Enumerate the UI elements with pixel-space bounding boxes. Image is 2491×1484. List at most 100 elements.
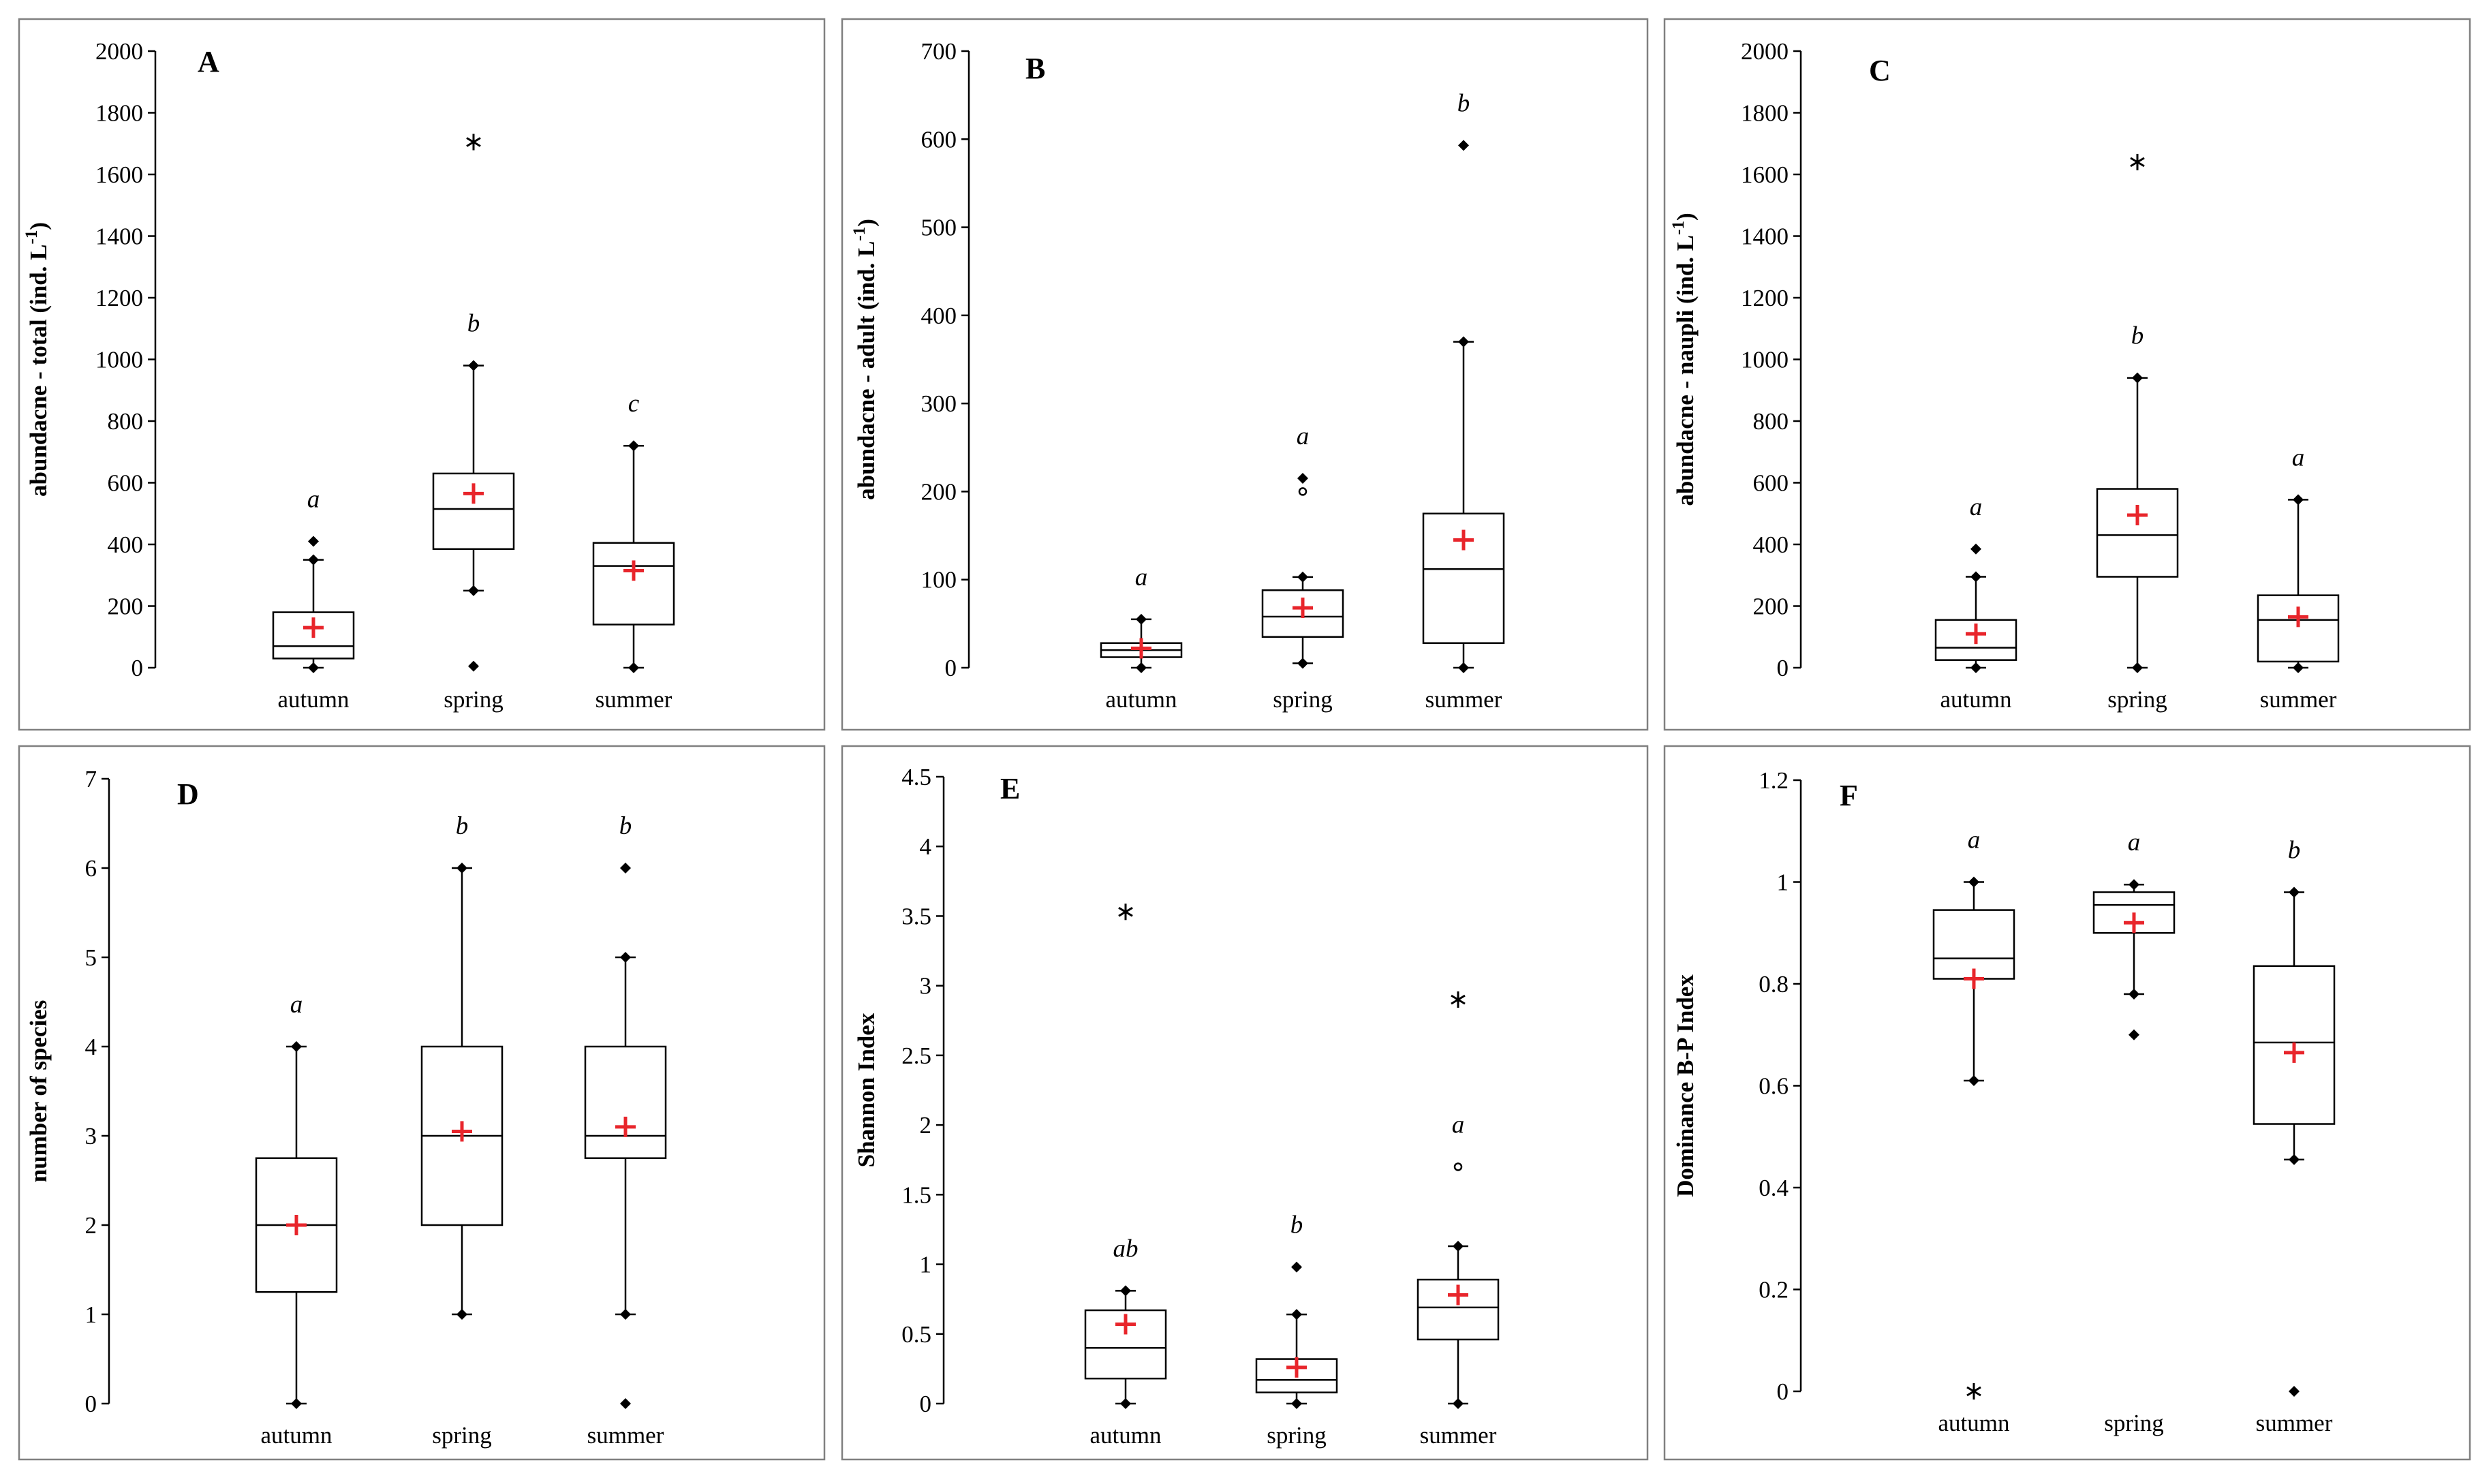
significance-letter: b <box>2131 322 2144 350</box>
outlier-dot <box>1291 1398 1302 1409</box>
panel-C: 0 200 400 600 800 1000 1200 1400 1600 1800 2000 abu… <box>1663 18 2471 731</box>
y-tick-label: 1000 <box>95 347 143 373</box>
significance-letter: ab <box>1113 1235 1139 1263</box>
outlier-dot <box>1453 1398 1464 1409</box>
outlier-dot <box>2132 372 2143 384</box>
y-tick-label: 1 <box>85 1301 97 1328</box>
x-category-label: summer <box>595 686 672 713</box>
mean-marker <box>303 617 324 638</box>
significance-letter: b <box>1290 1211 1303 1239</box>
y-tick-label: 0 <box>945 655 957 681</box>
x-category-label: spring <box>1273 686 1333 713</box>
star-stroke <box>1966 1386 1981 1397</box>
y-axis-label-text: number of species <box>25 1000 52 1183</box>
y-tick-label: 600 <box>108 470 144 497</box>
y-tick-label: 1000 <box>1741 347 1789 373</box>
y-axis-label: abundacne - naupli (ind. L-1) <box>1669 213 1699 506</box>
panel-A: 0 200 400 600 800 1000 1200 1400 1600 1800 2000 abu… <box>18 18 826 731</box>
box-spring: a spring <box>1261 422 1344 713</box>
star-stroke <box>1118 907 1133 917</box>
panel-letter: C <box>1869 54 1891 87</box>
x-category-label: autumn <box>1106 686 1177 713</box>
y-tick-label: 0 <box>85 1391 97 1417</box>
outlier-dot <box>1458 662 1469 673</box>
outlier-dot <box>620 1309 631 1320</box>
y-tick-label: 2000 <box>95 38 143 65</box>
box-summer: b summer <box>2253 836 2336 1436</box>
box-autumn: a autumn <box>1932 826 2015 1436</box>
significance-letter: a <box>1135 563 1148 591</box>
outlier-dot <box>1297 571 1308 583</box>
box-summer: c summer <box>592 390 675 713</box>
outlier-dot <box>457 1309 467 1320</box>
x-category-label: summer <box>587 1422 664 1449</box>
mean-marker <box>286 1215 307 1235</box>
extreme-star <box>1966 1383 1981 1400</box>
outlier-circle <box>1298 487 1308 496</box>
y-tick-label: 7 <box>85 766 97 792</box>
significance-letter: a <box>290 991 303 1019</box>
outlier-dot <box>1453 1240 1464 1252</box>
significance-letter: a <box>2292 444 2305 472</box>
significance-letter: b <box>2288 836 2301 864</box>
outlier-dot <box>1968 876 1979 888</box>
y-tick-label: 2 <box>920 1112 932 1139</box>
outlier-dot <box>620 952 631 963</box>
outlier-dot <box>1458 336 1469 347</box>
panel-frame <box>841 745 1649 1461</box>
y-tick-label: 1600 <box>1741 161 1789 188</box>
y-tick-label: 5 <box>85 944 97 971</box>
significance-letter: b <box>467 310 480 338</box>
outlier-dot <box>620 863 631 874</box>
box-autumn: a autumn <box>255 991 338 1449</box>
outlier-dot <box>1297 473 1308 484</box>
x-category-label: spring <box>1267 1422 1327 1449</box>
significance-letter: a <box>1970 493 1983 521</box>
y-tick-label: 1800 <box>1741 100 1789 127</box>
box-autumn: a autumn <box>1934 493 2017 713</box>
mean-marker <box>2127 505 2148 526</box>
y-tick-label: 4 <box>85 1034 97 1060</box>
y-axis-label-end: ) <box>25 222 52 230</box>
outlier-dot <box>2132 662 2143 673</box>
y-tick-label: 1800 <box>95 100 143 127</box>
box-autumn: a autumn <box>272 485 355 713</box>
y-tick-label: 0.2 <box>1759 1277 1789 1303</box>
outlier-dot <box>1120 1285 1131 1297</box>
outlier-dot <box>2129 1029 2139 1040</box>
y-tick-label: 1.2 <box>1759 767 1789 794</box>
box-iqr <box>2096 488 2179 578</box>
outlier-dot <box>1968 1075 1979 1087</box>
y-tick-label: 0 <box>1777 1378 1789 1405</box>
mean-marker <box>1131 638 1151 659</box>
y-tick-label: 6 <box>85 855 97 882</box>
y-tick-label: 600 <box>921 126 957 153</box>
y-tick-label: 4.5 <box>901 764 931 790</box>
y-axis-label: abundacne - adult (ind. L-1) <box>850 219 880 500</box>
y-tick-label: 1400 <box>95 223 143 250</box>
mean-marker <box>1453 529 1474 551</box>
y-tick-label: 200 <box>921 478 957 505</box>
significance-letter: b <box>456 812 469 840</box>
outlier-dot <box>1136 613 1147 625</box>
x-category-label: summer <box>1425 686 1502 713</box>
outlier-dot <box>628 440 639 452</box>
mean-marker <box>1964 968 1984 989</box>
outlier-dot <box>468 660 479 672</box>
mean-marker <box>1966 623 1986 645</box>
panel-frame <box>18 18 826 731</box>
mean-marker <box>463 483 484 504</box>
mean-marker <box>2284 1042 2304 1063</box>
y-axis-label-text: abundacne - total (ind. L <box>25 244 52 497</box>
box-spring: b spring <box>432 134 515 713</box>
outlier-dot <box>2129 879 2139 891</box>
y-tick-label: 0.5 <box>901 1321 931 1348</box>
y-tick-label: 3 <box>85 1123 97 1149</box>
x-category-label: spring <box>2107 686 2167 713</box>
outlier-dot <box>620 1398 631 1409</box>
mean-marker <box>1286 1357 1307 1378</box>
significance-letter: a <box>307 485 320 513</box>
y-tick-label: 0 <box>920 1391 932 1417</box>
significance-letter: b <box>619 812 632 840</box>
panel-letter: E <box>1000 772 1020 805</box>
